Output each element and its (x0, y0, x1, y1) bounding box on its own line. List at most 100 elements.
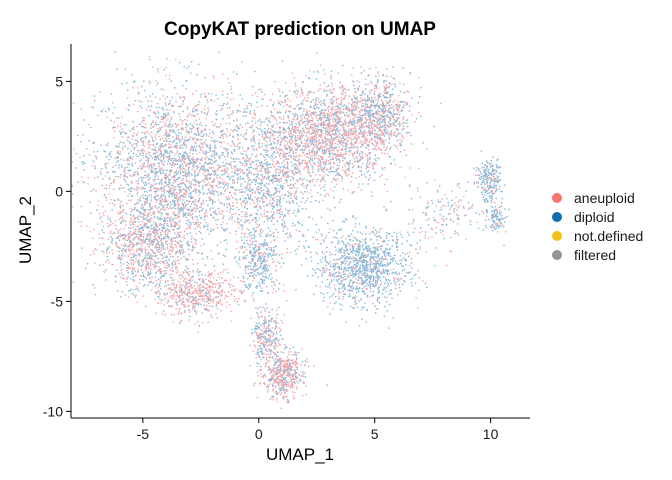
cell-point (278, 126, 280, 129)
cell-point (133, 288, 135, 291)
cell-point (127, 163, 129, 165)
cell-point (194, 183, 197, 186)
cell-point (252, 219, 254, 221)
cell-point (184, 281, 187, 283)
cell-point (99, 217, 101, 220)
cell-point (151, 289, 153, 291)
cell-point (264, 244, 266, 246)
cell-point (197, 182, 199, 184)
cell-point (126, 176, 128, 178)
cell-point (141, 121, 143, 124)
cell-point (169, 276, 172, 278)
cell-point (158, 266, 160, 268)
cell-point (103, 252, 105, 254)
cell-point (116, 246, 118, 248)
cell-point (154, 222, 157, 224)
cell-point (165, 114, 167, 117)
cell-point (293, 163, 295, 166)
cell-point (228, 204, 230, 206)
cell-point (195, 190, 197, 192)
cell-point (71, 185, 73, 187)
cell-point (287, 195, 289, 197)
cell-point (251, 193, 253, 195)
cell-point (157, 178, 159, 180)
cell-point (129, 230, 131, 233)
cell-point (221, 218, 223, 220)
cell-point (267, 204, 269, 206)
cell-point (142, 148, 144, 151)
cell-point (179, 308, 181, 310)
cell-point (234, 128, 236, 131)
cell-point (240, 236, 243, 239)
cell-point (289, 187, 291, 189)
cell-point (163, 270, 166, 272)
cell-point (128, 238, 130, 240)
cell-point (274, 189, 277, 191)
cell-point (168, 287, 170, 290)
cell-point (169, 287, 172, 289)
cell-point (208, 294, 211, 296)
cell-point (180, 168, 183, 171)
cell-point (146, 216, 148, 219)
cell-point (227, 114, 229, 116)
cell-point (265, 243, 267, 245)
cell-point (220, 154, 223, 156)
cell-point (231, 289, 233, 292)
cell-point (181, 207, 183, 209)
cell-point (179, 282, 181, 284)
cell-point (261, 163, 263, 165)
cell-point (187, 168, 189, 171)
cell-point (136, 193, 138, 195)
cell-point (152, 242, 154, 244)
cell-point (209, 207, 211, 209)
cell-point (224, 148, 226, 151)
cell-point (193, 137, 196, 139)
cell-point (157, 175, 159, 177)
cell-point (178, 141, 181, 143)
cell-point (233, 150, 235, 152)
cell-point (178, 289, 181, 291)
cell-point (226, 103, 228, 105)
cell-point (199, 298, 201, 300)
cell-point (172, 201, 174, 203)
cell-point (202, 193, 205, 195)
cell-point (134, 232, 136, 234)
cell-point (179, 231, 181, 234)
cell-point (270, 196, 272, 198)
cell-point (217, 126, 219, 128)
cell-point (240, 232, 243, 234)
cell-point (201, 312, 203, 314)
cell-point (139, 247, 141, 249)
cell-point (143, 218, 145, 220)
cell-point (152, 111, 155, 114)
cell-point (176, 234, 178, 237)
cell-point (186, 124, 189, 126)
cell-point (198, 169, 201, 171)
cell-point (135, 203, 138, 205)
cell-point (181, 303, 183, 305)
cell-point (249, 171, 252, 173)
cell-point (214, 149, 216, 152)
cell-point (290, 197, 292, 199)
cell-point (141, 107, 143, 109)
cell-point (219, 241, 222, 244)
cell-point (289, 202, 291, 204)
cell-point (266, 144, 268, 146)
cell-point (133, 103, 135, 106)
cell-point (175, 142, 178, 145)
cell-point (143, 226, 145, 228)
cell-point (247, 147, 249, 149)
cell-point (127, 245, 129, 248)
cell-point (296, 139, 298, 142)
cell-point (126, 261, 128, 263)
cell-point (157, 270, 159, 272)
cell-point (175, 265, 177, 268)
cell-point (270, 211, 272, 213)
cell-point (184, 289, 186, 292)
cell-point (219, 186, 222, 188)
cell-point (158, 106, 160, 109)
cell-point (184, 215, 186, 217)
cell-point (196, 207, 198, 209)
cell-point (202, 168, 204, 170)
cell-point (159, 146, 162, 149)
